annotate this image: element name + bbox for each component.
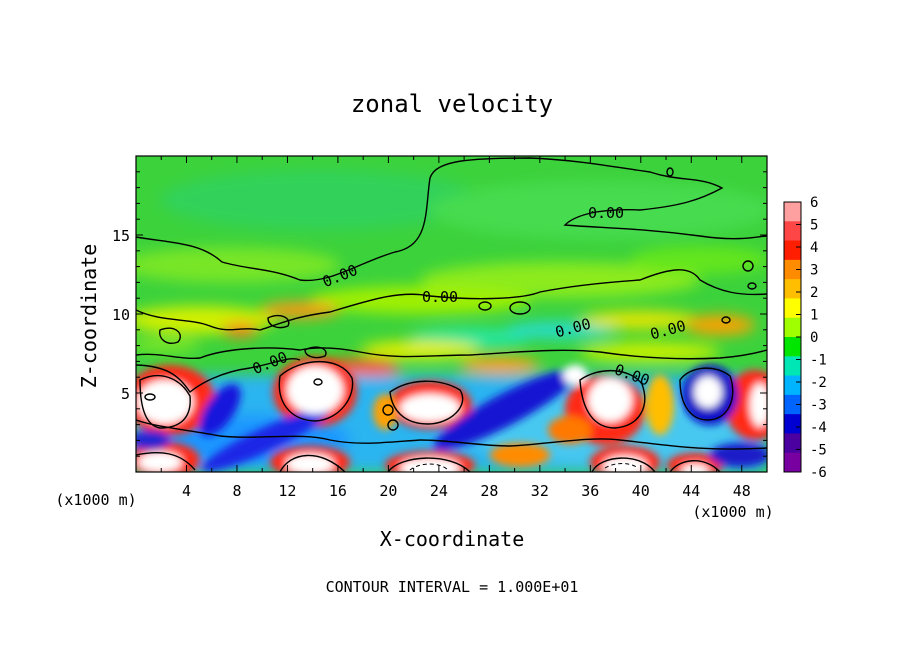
contour-lines: [136, 157, 767, 472]
x-tick-label: 40: [632, 482, 650, 500]
colorbar-swatch: [784, 375, 801, 396]
contour-interval-note: CONTOUR INTERVAL = 1.000E+01: [326, 578, 579, 596]
colorbar-label: -6: [810, 465, 827, 481]
x-tick-label: 36: [581, 482, 599, 500]
x-tick-label: 28: [480, 482, 498, 500]
colorbar-label: -2: [810, 375, 827, 391]
y-axis: 5 10 15: [112, 171, 767, 457]
heatmap-field: 0.00 0.00 0.00 0.00 0.00 0.00 0.00: [136, 156, 767, 472]
colorbar-swatch: [784, 356, 801, 377]
colorbar-swatch: [784, 317, 801, 338]
x-unit-label-right: (x1000 m): [692, 503, 773, 521]
colorbar-label: -3: [810, 398, 827, 414]
chart-title: zonal velocity: [351, 90, 553, 118]
y-tick-label: 5: [121, 385, 130, 403]
y-tick-label: 15: [112, 227, 130, 245]
x-tick-label: 16: [329, 482, 347, 500]
contour-label: 0.00: [588, 204, 624, 222]
x-tick-label: 12: [278, 482, 296, 500]
x-axis: 4 8 12 16 20 24 28 32 36 40 44 48: [160, 156, 751, 500]
colorbar-label: 3: [810, 263, 818, 279]
x-tick-label: 24: [430, 482, 448, 500]
colorbar-swatch: [784, 279, 801, 299]
colorbar-swatch: [784, 452, 801, 473]
x-tick-label: 44: [682, 482, 700, 500]
colorbar-swatch: [784, 240, 801, 261]
x-unit-label: (x1000 m): [55, 491, 136, 509]
colorbar-swatch: [784, 221, 801, 242]
colorbar-label: 5: [810, 218, 818, 234]
x-tick-label: 20: [379, 482, 397, 500]
colorbar-label: -4: [810, 420, 827, 436]
contour-label-group: 0.00 0.00 0.00 0.00 0.00 0.00 0.00: [250, 204, 688, 390]
colorbar-swatch: [784, 259, 801, 280]
colorbar-label: 6: [810, 195, 818, 211]
colorbar: 6 5 4 3 2 1 0 -1 -2 -3 -4 -5 -6: [783, 195, 827, 481]
colorbar-label: 2: [810, 285, 818, 301]
colorbar-label: 1: [810, 308, 818, 324]
colorbar-swatch: [784, 202, 801, 222]
x-tick-label: 4: [182, 482, 191, 500]
colorbar-swatch: [784, 298, 801, 319]
colorbar-label: 0: [810, 330, 818, 346]
colorbar-swatch: [784, 394, 801, 415]
colorbar-label: -1: [810, 353, 827, 369]
x-axis-label: X-coordinate: [380, 527, 525, 551]
colorbar-swatch: [784, 414, 801, 434]
colorbar-swatch: [784, 337, 801, 357]
colorbar-swatch: [784, 433, 801, 454]
contour-label: 0.00: [422, 288, 458, 306]
x-tick-label: 32: [531, 482, 549, 500]
y-tick-label: 10: [112, 306, 130, 324]
x-tick-label: 48: [733, 482, 751, 500]
colorbar-label: 4: [810, 240, 818, 256]
colorbar-label: -5: [810, 443, 827, 459]
y-axis-label: Z-coordinate: [77, 244, 101, 389]
x-tick-label: 8: [232, 482, 241, 500]
